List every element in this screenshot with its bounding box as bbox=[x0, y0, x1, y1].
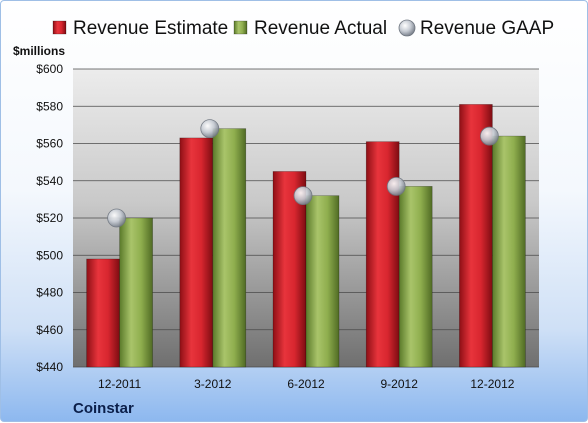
y-tick-label: $540 bbox=[36, 174, 63, 188]
bar-revenue-actual bbox=[305, 195, 340, 368]
y-tick-label: $480 bbox=[36, 286, 63, 300]
y-tick-label: $560 bbox=[36, 137, 63, 151]
company-label: Coinstar bbox=[73, 400, 134, 417]
y-tick-label: $520 bbox=[36, 211, 63, 225]
y-tick-label: $580 bbox=[36, 99, 63, 113]
legend-swatch-revenue-estimate bbox=[52, 20, 67, 35]
bar-revenue-estimate bbox=[179, 137, 214, 368]
legend-label: Revenue GAAP bbox=[420, 18, 554, 39]
bar-revenue-estimate bbox=[365, 141, 400, 368]
bar-revenue-actual bbox=[398, 186, 433, 368]
legend-label: Revenue Estimate bbox=[73, 18, 228, 39]
x-tick-label: 12-2012 bbox=[470, 377, 514, 391]
bar-revenue-estimate bbox=[86, 258, 120, 368]
y-tick-label: $500 bbox=[36, 248, 63, 262]
x-tick-label: 3-2012 bbox=[194, 377, 232, 391]
axes: $440 $460 $480 $500 $520 $540 $560 $580 $600 $mil… bbox=[13, 44, 515, 417]
y-axis-unit-label: $millions bbox=[13, 44, 65, 58]
x-tick-label: 12-2011 bbox=[98, 377, 141, 391]
marker-revenue-gaap bbox=[479, 126, 499, 146]
x-tick-label: 9-2012 bbox=[381, 377, 419, 391]
bar-revenue-actual bbox=[119, 217, 153, 368]
bar-revenue-actual bbox=[492, 135, 526, 368]
legend: Revenue Estimate Revenue Actual Revenue GA… bbox=[52, 18, 554, 39]
y-tick-label: $440 bbox=[36, 360, 63, 374]
legend-swatch-revenue-actual bbox=[233, 20, 248, 35]
bars bbox=[86, 104, 526, 368]
bar-revenue-estimate bbox=[459, 104, 493, 368]
marker-revenue-gaap bbox=[293, 186, 313, 206]
marker-revenue-gaap bbox=[386, 176, 406, 196]
legend-swatch-revenue-gaap bbox=[398, 19, 416, 37]
legend-label: Revenue Actual bbox=[254, 18, 387, 39]
y-tick-label: $460 bbox=[36, 323, 63, 337]
x-tick-label: 6-2012 bbox=[287, 377, 325, 391]
bar-revenue-actual bbox=[212, 128, 247, 368]
marker-revenue-gaap bbox=[200, 119, 220, 138]
marker-revenue-gaap bbox=[107, 208, 126, 228]
y-tick-label: $600 bbox=[36, 62, 63, 76]
